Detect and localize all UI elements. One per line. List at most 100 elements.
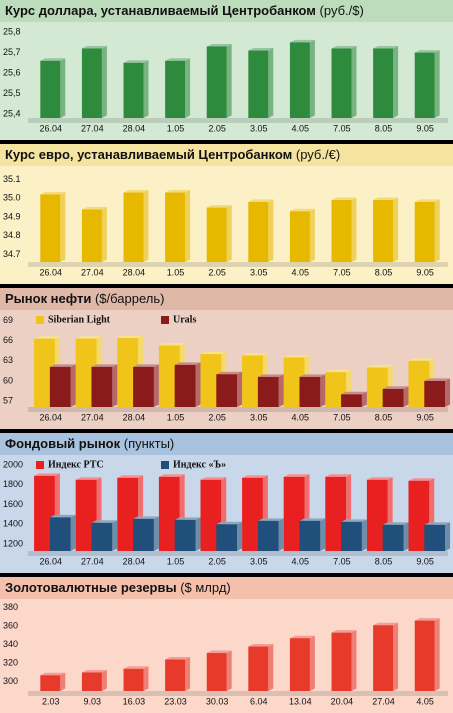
y-tick-label: 34.9 [3, 211, 21, 221]
x-tick-label: 3.05 [250, 123, 268, 133]
bar-side [143, 666, 149, 691]
panel-header [0, 288, 453, 310]
x-tick-label: 4.05 [292, 556, 310, 566]
bar [216, 374, 238, 407]
bar-top [242, 352, 268, 356]
bar-top [331, 630, 357, 633]
bar-top [373, 622, 399, 626]
bar-top [289, 208, 315, 212]
bar-side [70, 364, 76, 407]
x-tick-label: 27.04 [372, 696, 395, 706]
y-tick-label: 34.7 [3, 249, 21, 259]
x-tick-label: 30.03 [206, 696, 229, 706]
bar-top [341, 519, 367, 522]
bar-top [408, 358, 435, 361]
x-tick-label: 27.04 [81, 556, 104, 566]
floor [28, 407, 448, 412]
x-tick-label: 2.05 [208, 123, 226, 133]
bar-side [351, 45, 357, 118]
bar-side [237, 521, 243, 551]
bar [158, 345, 180, 407]
legend-swatch [36, 461, 44, 469]
bar-top [206, 43, 232, 47]
bar [331, 200, 352, 262]
bar [40, 60, 61, 118]
y-tick-label: 25,4 [3, 108, 21, 118]
title-unit: ($ млрд) [180, 580, 231, 595]
x-tick-label: 27.04 [81, 267, 104, 277]
bar-top [117, 475, 144, 478]
bar-top [40, 58, 66, 61]
chart-title: Рынок нефти ($/баррель) [5, 291, 164, 306]
bar [206, 46, 227, 118]
bar-top [91, 364, 118, 367]
bar [289, 638, 310, 691]
bar-side [278, 518, 284, 551]
bar-top [75, 477, 102, 480]
bar-top [165, 657, 191, 660]
bar [283, 476, 305, 551]
panel-header [0, 433, 453, 455]
x-tick-label: 27.04 [81, 412, 104, 422]
x-tick-label: 23.03 [164, 696, 187, 706]
panel-header [0, 0, 453, 22]
bar-top [117, 335, 144, 339]
bar-side [268, 644, 274, 691]
bar [158, 476, 180, 551]
bar [123, 192, 144, 262]
bar-top [283, 354, 310, 358]
bar-top [257, 518, 284, 521]
x-tick-label: 4.05 [292, 412, 310, 422]
x-tick-label: 9.05 [416, 556, 434, 566]
y-tick-label: 69 [3, 315, 13, 325]
chart-title: Курс евро, устанавливаемый Центробанком … [5, 147, 340, 162]
legend-swatch [36, 316, 44, 324]
title-text: Курс доллара, устанавливаемый Центробанк… [5, 3, 316, 18]
x-tick-label: 3.05 [250, 556, 268, 566]
x-tick-label: 7.05 [333, 267, 351, 277]
legend-label: Siberian Light [48, 314, 111, 325]
bar [75, 338, 97, 407]
bar-top [414, 618, 440, 621]
bar-top [81, 45, 107, 49]
bar-top [174, 517, 201, 520]
x-tick-label: 3.05 [250, 412, 268, 422]
bar [40, 675, 61, 691]
bar-top [366, 477, 393, 480]
bar-side [393, 622, 399, 691]
bar-side [351, 630, 357, 691]
bar-side [434, 50, 440, 119]
bar [414, 201, 435, 262]
bar-side [226, 205, 232, 262]
bar-side [393, 45, 399, 118]
bar-top [257, 374, 284, 377]
bar-side [237, 371, 243, 407]
legend-swatch [161, 461, 169, 469]
bar [366, 479, 388, 551]
bar-side [60, 672, 66, 691]
bar-top [331, 197, 357, 201]
y-tick-label: 1200 [3, 538, 23, 548]
bar-side [403, 522, 409, 551]
bar [373, 48, 394, 118]
bar [133, 366, 154, 407]
bar-side [445, 522, 451, 551]
bar-side [309, 208, 315, 262]
bar-top [366, 365, 393, 368]
bar-side [309, 635, 315, 691]
bar-top [373, 45, 399, 49]
y-tick-label: 1800 [3, 479, 23, 489]
y-tick-label: 1400 [3, 519, 23, 529]
bar [299, 520, 321, 551]
x-tick-label: 9.05 [416, 123, 434, 133]
bar-side [185, 58, 191, 118]
bar [283, 357, 305, 407]
bar [174, 519, 196, 551]
x-tick-label: 4.05 [416, 696, 434, 706]
bar-top [81, 669, 107, 673]
bar [34, 475, 55, 551]
x-tick-label: 6.04 [250, 696, 268, 706]
title-text: Курс евро, устанавливаемый Центробанком [5, 147, 292, 162]
x-tick-label: 1.05 [167, 267, 185, 277]
